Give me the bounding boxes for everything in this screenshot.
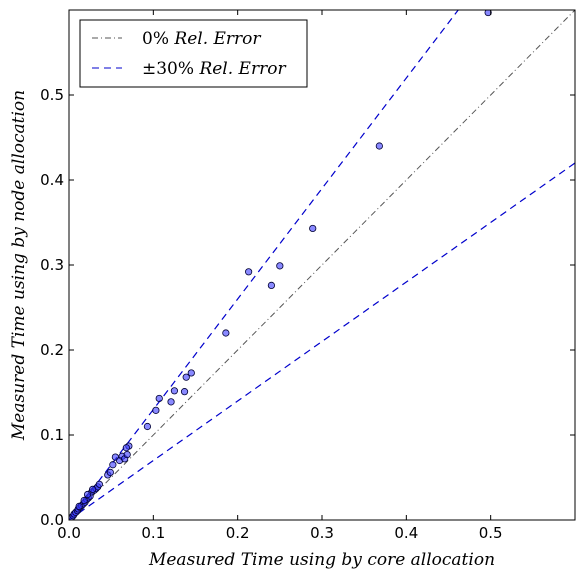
data-point: [109, 461, 117, 469]
data-point: [83, 490, 92, 499]
data-point: [95, 480, 103, 488]
y-tick-label: 0.2: [40, 341, 64, 359]
y-tick-label: 0.4: [40, 171, 64, 189]
data-points: [69, 10, 492, 520]
ref-line-0pct: [69, 10, 575, 520]
data-point: [276, 262, 284, 270]
x-tick-label: 0.5: [479, 524, 503, 542]
y-tick-label: 0.1: [40, 426, 64, 444]
x-tick-label: 0.0: [57, 524, 81, 542]
x-tick-label: 0.1: [141, 524, 165, 542]
data-point: [170, 387, 179, 395]
legend-label-30pct-text: Rel. Error: [198, 59, 286, 79]
x-axis-label: Measured Time using by core allocation: [148, 550, 495, 570]
data-point: [89, 485, 97, 493]
x-tick-label: 0.3: [310, 524, 334, 542]
data-point: [152, 406, 160, 414]
y-tick-label: 0.5: [40, 86, 64, 104]
data-point: [180, 388, 189, 396]
data-point: [182, 373, 190, 381]
legend-label-30pct-value: ±30%: [142, 59, 194, 79]
legend-label-30pct: ±30% Rel. Error: [142, 59, 286, 79]
data-point: [80, 496, 88, 505]
data-point: [155, 394, 163, 403]
legend: 0% Rel. Error ±30% Rel. Error: [79, 19, 308, 88]
data-point: [245, 268, 253, 276]
axis-ticks: 0.0 0.1 0.2 0.3 0.4 0.5 0.0 0.1 0.2 0.3 0.4 0.5: [40, 10, 575, 542]
legend-label-0pct: 0% Rel. Error: [142, 29, 261, 49]
data-point: [143, 422, 152, 431]
x-tick-label: 0.4: [394, 524, 418, 542]
legend-label-0pct-value: 0%: [142, 29, 169, 49]
data-point: [375, 142, 383, 150]
legend-box: [79, 19, 308, 88]
data-point: [267, 281, 275, 289]
data-point: [122, 444, 130, 452]
reference-lines: [69, 10, 575, 520]
data-point: [309, 224, 317, 233]
data-point: [75, 502, 83, 510]
data-point: [123, 450, 131, 459]
ref-line-minus30pct: [69, 162, 575, 520]
data-point: [222, 329, 230, 337]
y-tick-label: 0.0: [40, 511, 64, 529]
data-point: [484, 10, 492, 17]
y-tick-label: 0.3: [40, 256, 64, 274]
legend-label-0pct-text: Rel. Error: [173, 29, 261, 49]
data-point: [187, 369, 195, 377]
data-point: [167, 398, 175, 406]
y-axis-label: Measured Time using by node allocation: [9, 90, 29, 441]
x-tick-label: 0.2: [226, 524, 250, 542]
data-point: [106, 468, 114, 476]
